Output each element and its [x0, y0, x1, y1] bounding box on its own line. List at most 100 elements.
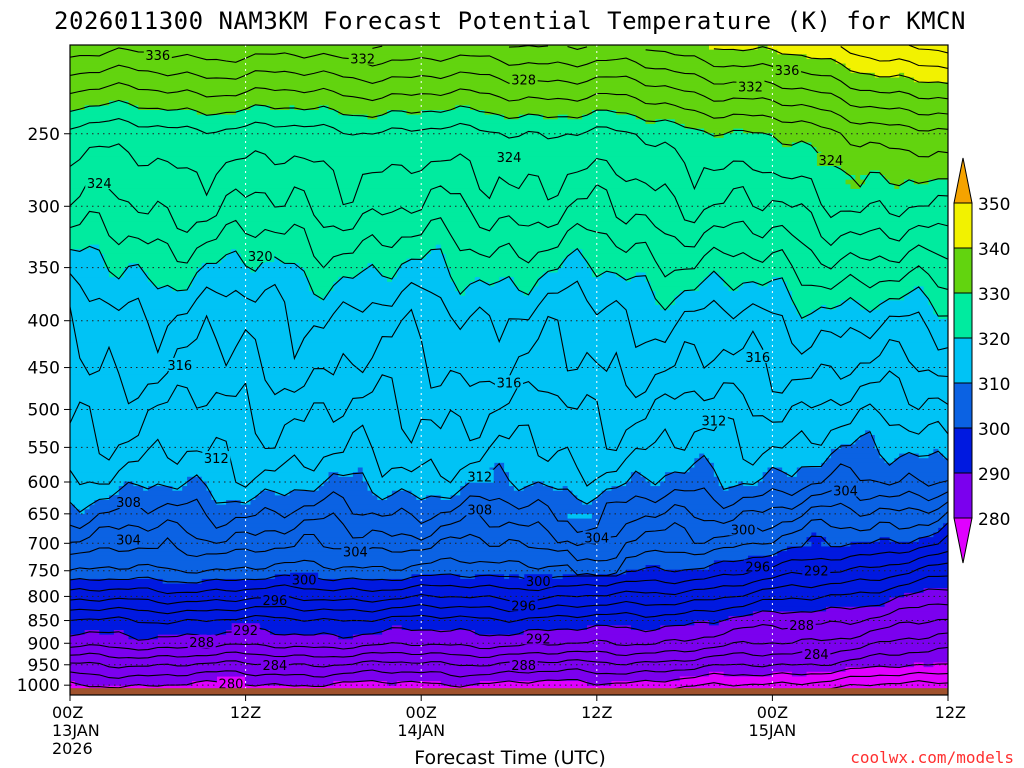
y-tick-label: 1000 — [17, 676, 60, 696]
fill-cell — [279, 258, 408, 264]
contour-label: 320 — [248, 250, 273, 265]
fill-cell — [70, 328, 948, 334]
contour-label: 304 — [833, 485, 858, 500]
contour-label-bg — [290, 572, 319, 586]
fill-cell — [748, 555, 948, 561]
fill-cell — [772, 671, 793, 678]
fill-cell — [235, 249, 432, 255]
fill-cell — [718, 272, 948, 278]
fill-cell — [333, 286, 456, 292]
contour-label: 292 — [233, 624, 258, 639]
fill-cell — [352, 634, 948, 640]
fill-cell — [70, 574, 276, 580]
contour-label: 328 — [511, 73, 536, 88]
fill-cell — [567, 253, 583, 260]
fill-cell — [70, 472, 330, 478]
fill-cell — [777, 137, 948, 144]
fill-cell — [455, 281, 471, 288]
fill-cell — [816, 147, 948, 153]
contour-label-bg — [231, 623, 260, 637]
contour-label-bg — [582, 530, 611, 544]
contour-label-bg — [202, 451, 231, 465]
fill-cell — [328, 472, 339, 478]
fill-cell — [645, 565, 661, 571]
contour-label: 292 — [804, 565, 829, 580]
fill-cell — [484, 110, 593, 116]
fill-cell — [767, 467, 783, 473]
fill-cell — [250, 500, 583, 506]
fill-cell — [123, 481, 135, 487]
fill-cell — [445, 253, 569, 260]
fill-cell — [226, 253, 242, 260]
contour-label-bg — [509, 657, 538, 671]
fill-cell — [450, 272, 544, 278]
fill-cell — [70, 667, 847, 673]
watermark-text: coolwx.com/models — [850, 748, 1014, 767]
fill-cell — [211, 634, 339, 640]
fill-cell — [611, 681, 948, 687]
fill-cell — [440, 681, 481, 687]
contour-label: 316 — [745, 351, 770, 366]
fill-cell — [869, 430, 948, 436]
contour-line-304 — [70, 501, 948, 562]
y-tick-label: 600 — [28, 473, 60, 493]
contour-line-284 — [70, 632, 948, 669]
fill-cell — [787, 472, 798, 478]
fill-cell — [826, 458, 886, 464]
fill-cell — [162, 578, 203, 585]
fill-cell — [70, 263, 105, 269]
contour-label: 300 — [731, 523, 756, 538]
fill-cell — [70, 96, 948, 102]
fill-cell — [70, 495, 110, 501]
fill-cell — [70, 625, 256, 631]
fill-cell — [704, 128, 734, 134]
fill-cell — [70, 91, 948, 97]
fill-cell — [938, 527, 948, 534]
fill-cell — [679, 291, 793, 297]
fill-cell — [201, 263, 247, 269]
fill-cell — [494, 462, 505, 469]
fill-cell — [874, 439, 948, 445]
x-tick-date: 15JAN — [749, 721, 797, 740]
fill-cell — [460, 490, 574, 496]
fill-cell — [791, 142, 813, 148]
fill-cell — [635, 114, 948, 120]
contour-label: 336 — [145, 49, 170, 64]
fill-cell — [79, 509, 86, 515]
fill-cell — [328, 105, 456, 111]
fill-cell — [70, 300, 656, 306]
fill-cell — [70, 323, 948, 329]
fill-cell — [777, 49, 948, 55]
contour-label: 308 — [116, 496, 141, 511]
fill-cell — [474, 277, 481, 283]
contour-label-bg — [246, 249, 275, 263]
fill-cell — [704, 453, 832, 459]
fill-cell — [708, 272, 720, 278]
fill-cell — [645, 272, 710, 278]
fill-cell — [416, 495, 427, 501]
fill-cell — [850, 541, 948, 548]
fill-cell — [674, 300, 793, 306]
fill-cell — [70, 244, 91, 250]
fill-cell — [616, 110, 948, 116]
colorbar-over-arrow — [953, 157, 973, 204]
colorbar-swatch — [953, 427, 973, 474]
fill-cell — [138, 263, 203, 269]
contour-line-300 — [70, 522, 948, 584]
fill-cell — [665, 476, 720, 483]
fill-cell — [806, 314, 939, 320]
fill-cell — [708, 458, 827, 464]
fill-cell — [879, 453, 900, 459]
fill-cell — [70, 318, 948, 325]
fill-cell — [533, 286, 652, 292]
fill-cell — [70, 86, 948, 93]
fill-cell — [250, 105, 271, 111]
fill-cell — [855, 175, 861, 181]
fill-cell — [382, 272, 398, 278]
fill-cell — [923, 588, 948, 594]
fill-cell — [309, 281, 334, 288]
fill-cell — [211, 490, 261, 496]
fill-cell — [187, 476, 203, 483]
fill-cell — [650, 286, 700, 292]
fill-cell — [821, 151, 948, 158]
